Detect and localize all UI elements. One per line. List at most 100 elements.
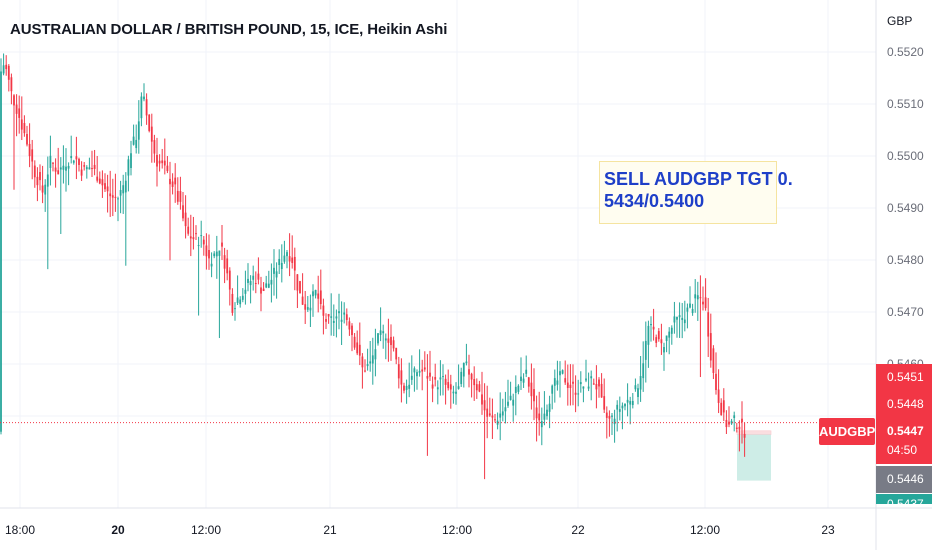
candle-body [444, 378, 447, 385]
candle-body [488, 413, 491, 416]
candle-body [322, 305, 325, 316]
candle-body [98, 178, 101, 184]
candle-body [631, 400, 634, 406]
candle-body [140, 96, 143, 119]
candle-body [603, 396, 606, 410]
candle-body [530, 382, 533, 397]
candle-body [200, 235, 203, 237]
candle-body [93, 164, 96, 169]
candle-body [722, 400, 725, 413]
candle-body [572, 381, 574, 384]
candle-body [286, 252, 288, 257]
candle-body [205, 245, 208, 257]
candle-body [605, 412, 608, 418]
candle-body [288, 256, 291, 262]
candle-body [49, 155, 52, 168]
candle-body [725, 419, 728, 428]
price-label-ask: 0.5446 [876, 466, 932, 493]
candle-body [678, 315, 681, 318]
candle-body [267, 283, 270, 288]
candle-body [85, 167, 88, 170]
candle-body [356, 342, 359, 354]
candle-body [559, 371, 561, 376]
candle-body [117, 198, 119, 200]
candle-body [83, 165, 86, 167]
candle-body [499, 413, 502, 418]
symbol-badge[interactable]: AUDGBP [819, 418, 875, 445]
candle-body [275, 271, 278, 278]
currency-label: GBP [887, 14, 913, 28]
candle-body [686, 307, 689, 312]
candle-body [20, 119, 23, 130]
trade-annotation[interactable]: SELL AUDGBP TGT 0. 5434/0.5400 [599, 161, 793, 224]
candle-body [470, 373, 473, 380]
candle-body [65, 166, 67, 171]
candle-body [91, 168, 93, 170]
bar-countdown: 04:50 [887, 443, 918, 457]
candle-body [647, 325, 650, 345]
candle-body [665, 335, 668, 341]
candle-body [475, 384, 478, 391]
candle-body [57, 170, 60, 175]
candle-body [423, 367, 426, 370]
candle-body [403, 385, 405, 391]
candle-body [260, 287, 262, 294]
candle-body [569, 384, 572, 389]
candle-body [208, 250, 210, 259]
candle-body [546, 409, 548, 417]
candle-body [338, 311, 340, 314]
candle-body [527, 377, 530, 387]
candle-body [408, 384, 411, 389]
candle-body [535, 407, 538, 419]
last-price-value: 0.5447 [887, 424, 924, 438]
candle-body [655, 337, 658, 343]
candle-body [26, 134, 28, 145]
candle-body [330, 316, 333, 318]
candle-body [496, 420, 499, 425]
candle-body [525, 369, 528, 374]
candle-body [626, 399, 629, 403]
candle-body [179, 191, 182, 202]
x-tick-label: 18:00 [5, 523, 35, 537]
candle-body [169, 178, 171, 185]
candle-body [431, 384, 434, 389]
candle-body [520, 376, 522, 382]
candle-body [585, 378, 587, 381]
candle-body [119, 190, 122, 196]
candle-body [507, 401, 509, 406]
candle-body [158, 160, 161, 164]
chart-title: AUSTRALIAN DOLLAR / BRITISH POUND, 15, I… [10, 21, 448, 38]
candle-body [299, 281, 301, 294]
candle-body [743, 433, 746, 438]
candle-body [621, 405, 624, 409]
candle-body [681, 317, 684, 320]
x-tick-label: 12:00 [442, 523, 472, 537]
price-label-upper: 0.5451 [876, 364, 932, 391]
y-tick-label: 0.5470 [887, 305, 924, 319]
candle-body [413, 368, 416, 373]
candle-body [377, 333, 379, 344]
candle-body [421, 369, 424, 372]
candle-body [327, 313, 330, 317]
candle-body [36, 176, 39, 186]
candle-body [509, 395, 512, 400]
candle-body [335, 316, 338, 319]
candle-body [400, 370, 403, 385]
candle-body [163, 160, 166, 166]
candle-body [670, 327, 673, 334]
candle-body [598, 379, 600, 387]
candle-body [390, 336, 392, 346]
candle-body [717, 389, 720, 403]
candle-body [234, 308, 236, 310]
candle-body [145, 99, 148, 116]
candle-body [67, 165, 70, 169]
candle-body [540, 421, 543, 428]
candle-body [551, 385, 554, 394]
candle-body [397, 364, 400, 379]
candle-body [122, 185, 125, 194]
candle-body [351, 325, 353, 336]
candle-body [306, 307, 309, 310]
candle-body [189, 236, 192, 239]
